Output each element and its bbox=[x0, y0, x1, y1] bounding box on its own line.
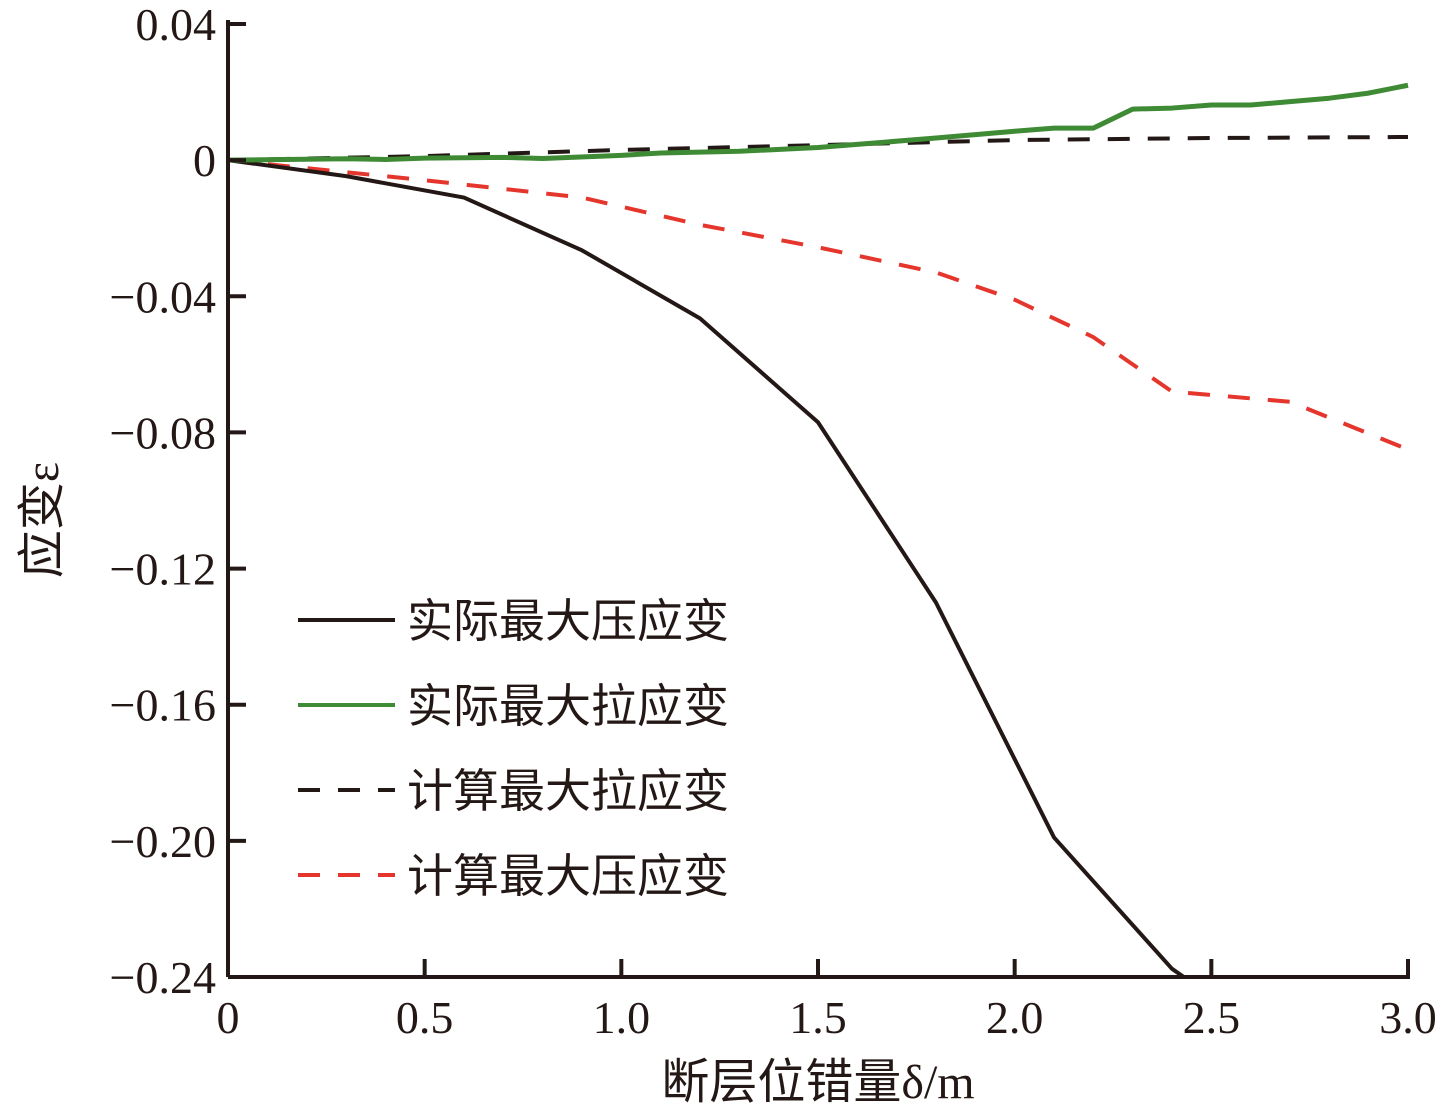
x-axis-label: 断层位错量δ/m bbox=[661, 1056, 974, 1109]
y-tick-label: −0.08 bbox=[110, 407, 216, 458]
x-tick-label: 2.5 bbox=[1183, 992, 1241, 1043]
x-tick-label: 0 bbox=[217, 992, 240, 1043]
series-line-2 bbox=[227, 82, 1409, 163]
y-tick-label: −0.12 bbox=[110, 544, 216, 595]
legend-label: 实际最大压应变 bbox=[407, 596, 729, 647]
y-tick-label: −0.20 bbox=[110, 816, 216, 867]
legend-item: 计算最大拉应变 bbox=[298, 766, 729, 817]
x-tick-label: 0.5 bbox=[396, 992, 454, 1043]
legend-label: 计算最大压应变 bbox=[407, 851, 729, 902]
y-tick-label: −0.04 bbox=[110, 271, 216, 322]
series-line-1 bbox=[227, 158, 1185, 979]
y-tick-label: −0.24 bbox=[110, 952, 216, 1003]
y-axis-label: 应变ε bbox=[16, 462, 69, 578]
legend-item: 计算最大压应变 bbox=[298, 851, 729, 902]
x-tick-label: 2.0 bbox=[986, 992, 1044, 1043]
legend-item: 实际最大拉应变 bbox=[298, 681, 729, 732]
x-tick-label: 1.5 bbox=[789, 992, 847, 1043]
legend-label: 计算最大拉应变 bbox=[407, 766, 729, 817]
legend-item: 实际最大压应变 bbox=[298, 596, 729, 647]
series-line-4 bbox=[227, 158, 1409, 452]
y-tick-label: 0 bbox=[193, 135, 216, 186]
x-tick-label: 1.0 bbox=[593, 992, 651, 1043]
legend-label: 实际最大拉应变 bbox=[407, 681, 729, 732]
y-tick-label: 0.04 bbox=[136, 0, 217, 50]
x-tick-label: 3.0 bbox=[1379, 992, 1437, 1043]
y-tick-label: −0.16 bbox=[110, 680, 216, 731]
